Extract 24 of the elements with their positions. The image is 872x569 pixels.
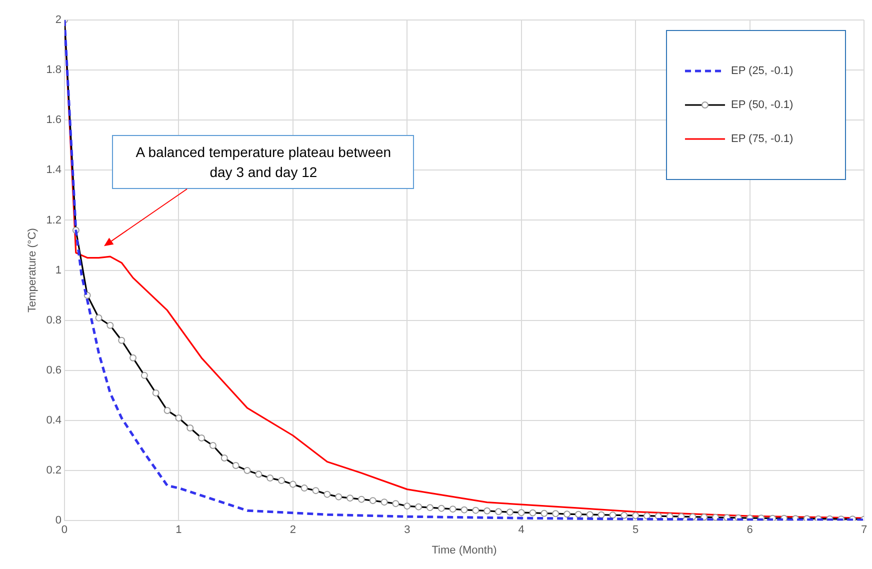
y-tick-label: 1.4 <box>46 164 62 176</box>
x-tick-label: 6 <box>746 524 753 536</box>
y-tick-label: 0.8 <box>46 314 62 326</box>
x-tick-label: 4 <box>518 524 524 536</box>
legend-label: EP (25, -0.1) <box>731 65 794 77</box>
x-axis-title: Time (Month) <box>432 544 497 556</box>
x-tick-label: 1 <box>176 524 182 536</box>
y-tick-label: 0 <box>55 514 62 527</box>
x-tick-label: 2 <box>290 524 296 536</box>
y-tick-label: 1.6 <box>46 114 62 126</box>
y-tick-label: 0.6 <box>46 364 62 376</box>
y-tick-label: 1.8 <box>46 64 62 76</box>
y-tick-label: 1.2 <box>46 214 62 226</box>
y-tick-label: 1 <box>55 264 62 276</box>
y-axis-title: Temperature (°C) <box>26 228 39 313</box>
y-tick-label: 2 <box>55 14 62 26</box>
x-tick-label: 7 <box>860 524 868 536</box>
callout-box: A balanced temperature plateau between day 3 and day 12 <box>112 135 414 190</box>
x-tick-label: 5 <box>632 524 639 536</box>
legend-label: EP (50, -0.1) <box>731 99 794 111</box>
y-tick-label: 0.2 <box>46 464 62 477</box>
x-tick-label: 3 <box>404 524 410 536</box>
legend-label: EP (75, -0.1) <box>731 133 794 145</box>
y-tick-label: 0.4 <box>46 414 62 427</box>
